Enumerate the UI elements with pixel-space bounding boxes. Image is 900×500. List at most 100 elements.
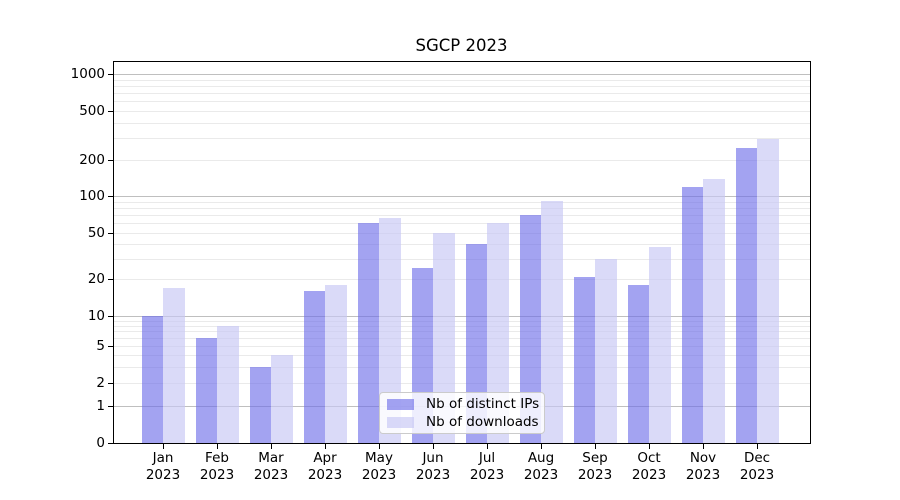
x-tick-month: Apr	[313, 450, 337, 466]
x-tick-label: Jun 2023	[401, 450, 465, 484]
x-tick-year: 2023	[577, 467, 613, 483]
bar-distinct-ips	[627, 284, 649, 443]
y-tick-label: 50	[87, 224, 105, 241]
x-tick-month: Dec	[743, 450, 771, 466]
x-tick-mark	[433, 444, 434, 449]
bottom-spine	[113, 443, 811, 444]
bar-downloads	[217, 325, 239, 443]
legend-label-distinct-ips: Nb of distinct IPs	[426, 396, 540, 412]
legend-swatch-downloads	[387, 416, 414, 428]
y-gridline-minor	[114, 244, 810, 246]
y-tick-label: 5	[96, 337, 105, 354]
x-tick-year: 2023	[739, 467, 775, 483]
y-gridline-minor	[114, 320, 810, 322]
x-tick-label: Jan 2023	[131, 450, 195, 484]
x-tick-mark	[757, 444, 758, 449]
bar-downloads	[379, 218, 401, 443]
y-gridline-major	[114, 196, 810, 197]
y-gridline-minor	[114, 258, 810, 260]
y-gridline-minor	[114, 207, 810, 209]
y-tick-label: 100	[79, 187, 105, 204]
y-gridline-minor	[114, 338, 810, 340]
chart-legend: Nb of distinct IPs Nb of downloads	[379, 392, 545, 434]
y-gridline-minor	[114, 111, 810, 112]
y-gridline-major	[114, 74, 810, 75]
y-tick-label: 2	[96, 374, 105, 391]
x-tick-mark	[541, 444, 542, 449]
x-tick-label: May 2023	[347, 450, 411, 484]
bar-distinct-ips	[573, 276, 595, 443]
y-tick-mark	[108, 196, 113, 197]
y-gridline-minor	[114, 366, 810, 368]
y-gridline-minor	[114, 355, 810, 356]
x-tick-mark	[703, 444, 704, 449]
y-tick-mark	[108, 443, 113, 444]
y-gridline-minor	[114, 325, 810, 327]
legend-item-downloads: Nb of downloads	[387, 414, 544, 430]
y-tick-label: 20	[87, 270, 105, 287]
y-tick-mark	[108, 383, 113, 384]
right-spine	[810, 61, 811, 444]
bar-downloads	[649, 246, 671, 443]
y-gridline-minor	[114, 101, 810, 103]
bar-downloads	[703, 178, 725, 443]
x-tick-label: Sep 2023	[563, 450, 627, 484]
legend-label-downloads: Nb of downloads	[426, 414, 539, 430]
x-tick-mark	[649, 444, 650, 449]
x-tick-month: Sep	[582, 450, 608, 466]
bar-distinct-ips	[141, 316, 163, 443]
y-tick-label: 500	[79, 102, 105, 119]
x-tick-month: Jun	[422, 450, 444, 466]
bar-distinct-ips	[357, 223, 379, 443]
x-tick-year: 2023	[469, 467, 505, 483]
top-spine	[113, 61, 811, 62]
bar-downloads	[487, 223, 509, 443]
y-tick-mark	[108, 111, 113, 112]
x-tick-month: Aug	[527, 450, 555, 466]
x-tick-label: Feb 2023	[185, 450, 249, 484]
bar-distinct-ips	[519, 215, 541, 443]
bar-distinct-ips	[303, 290, 325, 443]
x-tick-mark	[595, 444, 596, 449]
y-tick-label: 0	[96, 434, 105, 451]
x-tick-label: Oct 2023	[617, 450, 681, 484]
x-tick-year: 2023	[199, 467, 235, 483]
y-tick-mark	[108, 316, 113, 317]
x-tick-year: 2023	[253, 467, 289, 483]
x-tick-label: Mar 2023	[239, 450, 303, 484]
legend-item-distinct-ips: Nb of distinct IPs	[387, 396, 544, 412]
x-tick-mark	[217, 444, 218, 449]
x-tick-year: 2023	[145, 467, 181, 483]
y-gridline-minor	[114, 201, 810, 203]
y-tick-label: 1000	[70, 65, 105, 82]
x-tick-mark	[379, 444, 380, 449]
x-tick-month: Mar	[258, 450, 284, 466]
bar-downloads	[433, 233, 455, 443]
bar-downloads	[271, 355, 293, 443]
x-tick-year: 2023	[361, 467, 397, 483]
x-tick-year: 2023	[307, 467, 343, 483]
y-gridline-minor	[114, 346, 810, 347]
x-tick-year: 2023	[685, 467, 721, 483]
y-gridline-minor	[114, 331, 810, 333]
bar-distinct-ips	[735, 148, 757, 443]
x-tick-month: Jul	[478, 450, 496, 466]
bar-downloads	[163, 287, 185, 443]
x-tick-label: Dec 2023	[725, 450, 789, 484]
y-tick-label: 200	[79, 151, 105, 168]
y-tick-mark	[108, 406, 113, 407]
bar-downloads	[595, 258, 617, 443]
x-tick-mark	[163, 444, 164, 449]
y-gridline-minor	[114, 383, 810, 384]
x-tick-month: Oct	[637, 450, 661, 466]
left-spine	[113, 61, 114, 444]
x-tick-month: Feb	[205, 450, 229, 466]
x-tick-mark	[271, 444, 272, 449]
x-tick-year: 2023	[523, 467, 559, 483]
y-tick-label: 10	[87, 307, 105, 324]
y-tick-mark	[108, 346, 113, 347]
y-tick-mark	[108, 233, 113, 234]
y-gridline-minor	[114, 138, 810, 140]
y-gridline-minor	[114, 279, 810, 280]
bar-distinct-ips	[195, 338, 217, 443]
